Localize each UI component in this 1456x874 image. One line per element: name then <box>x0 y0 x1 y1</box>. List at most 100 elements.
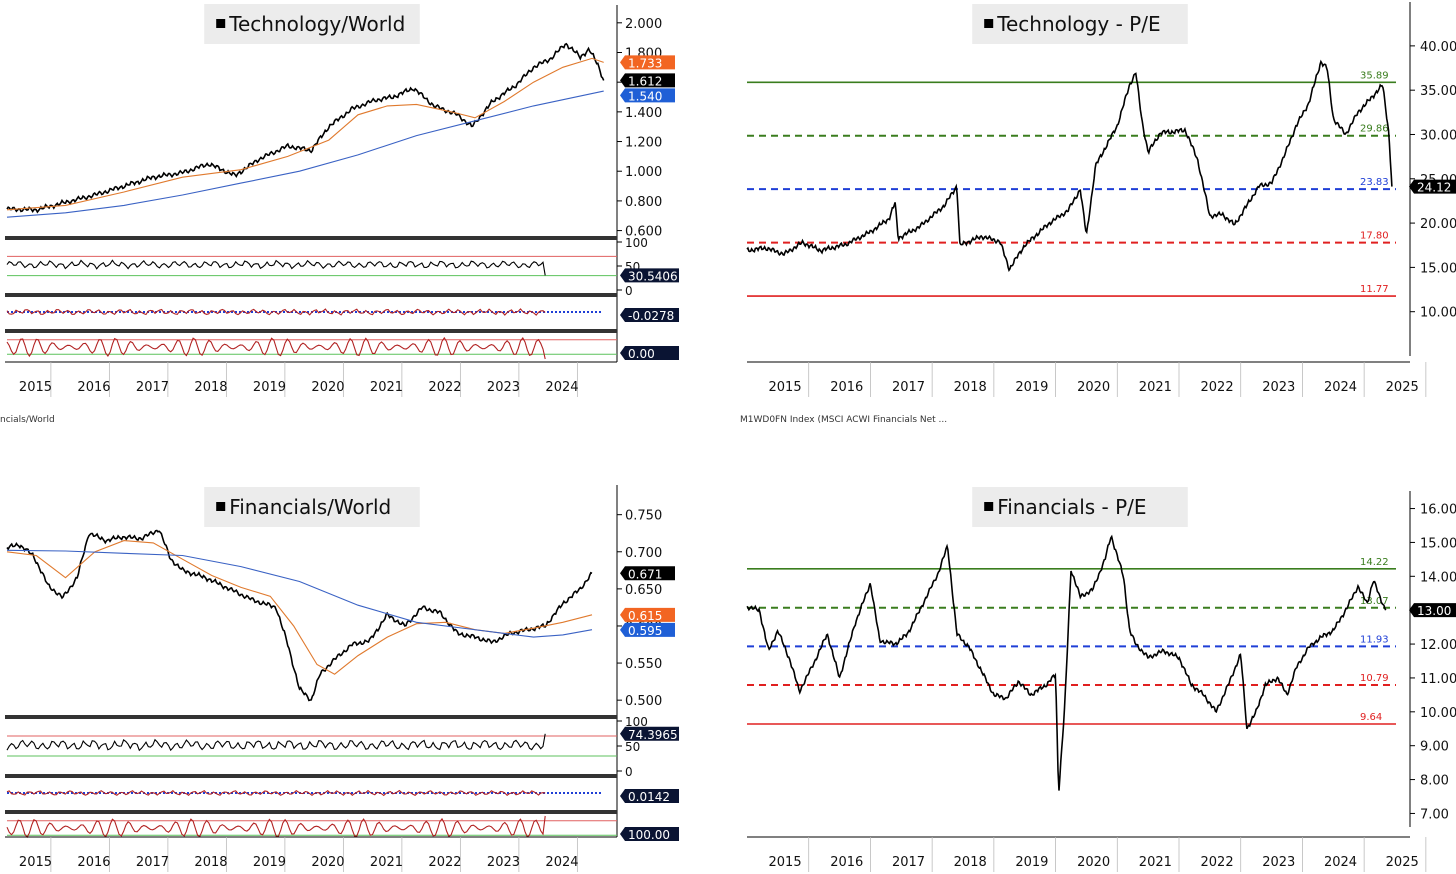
fin_pe-ytick-label: 15.00 <box>1420 536 1456 551</box>
tech_pe-title-marker <box>984 19 994 28</box>
technology-pe-chart: 10.0015.0020.0025.0030.0035.0040.0035.89… <box>746 2 1456 397</box>
tech_world-macd-tag: -0.0278 <box>620 308 679 323</box>
fin_pe-x-label: 2018 <box>954 855 987 870</box>
tech_world-tag-1: 1.612 <box>620 73 675 88</box>
fin_world-x-label: 2017 <box>136 855 169 870</box>
tech_world-x-label: 2019 <box>253 380 286 395</box>
fin_pe-level-label: 13.07 <box>1360 596 1389 607</box>
fin_world-ytick-label: 0.750 <box>625 509 662 524</box>
tech_world-ytick-label: 0.800 <box>625 195 662 210</box>
fin_world-stoch-tag-shape <box>620 827 679 841</box>
fin_pe-ytick-label: 12.00 <box>1420 638 1456 653</box>
tech_pe-level-label: 29.86 <box>1360 124 1389 135</box>
tech_world-stoch-line <box>6 336 546 360</box>
tech_pe-ytick-label: 10.00 <box>1420 306 1456 321</box>
fin_world-macd-tag: 0.0142 <box>620 789 679 804</box>
fin_pe-x-label: 2023 <box>1262 855 1295 870</box>
tech_world-ma_slow-line <box>6 90 604 218</box>
fin_pe-level-label: 11.93 <box>1360 634 1389 645</box>
fin_world-tag-0: 0.671 <box>620 566 675 581</box>
fin_world-tag-1: 0.615 <box>620 607 675 623</box>
fin_pe-x-label: 2022 <box>1201 855 1234 870</box>
tech_pe-level-label: 35.89 <box>1360 70 1389 81</box>
tech_world-x-label: 2015 <box>19 380 52 395</box>
fin_world-tag-2-text: 0.595 <box>628 624 662 638</box>
tech_world-title-box <box>204 4 420 44</box>
fin_world-macd-tag-shape <box>620 789 679 803</box>
fin_pe-level-label: 10.79 <box>1360 673 1389 684</box>
fin_pe-ytick-label: 10.00 <box>1420 706 1456 721</box>
tech_world-tag-0: 1.733 <box>620 55 675 70</box>
tech_world-x-label: 2017 <box>136 380 169 395</box>
tech_world-panel-sep <box>5 329 617 333</box>
tech_pe-title-box <box>972 4 1188 44</box>
tech_world-rsi-tick-label: 0 <box>625 284 633 298</box>
tech_world-tag-0-text: 1.733 <box>628 56 662 70</box>
tech_world-tag-1-shape <box>620 73 675 88</box>
fin_world-macd-line <box>6 789 546 797</box>
tech_world-ytick-label: 1.000 <box>625 165 662 180</box>
tech_world-panel-sep <box>5 236 617 240</box>
tech_world-macd-tag-shape <box>620 308 679 322</box>
fin_world-rsi-tick-label: 50 <box>625 740 640 754</box>
tech_world-ytick-label: 2.000 <box>625 17 662 32</box>
tech_pe-ytick-label: 30.00 <box>1420 128 1456 143</box>
fin_world-tag-0-text: 0.671 <box>628 567 662 581</box>
tech_pe-level-label: 17.80 <box>1360 231 1389 242</box>
fin_world-x-label: 2015 <box>19 855 52 870</box>
tech_pe-ytick-label: 40.00 <box>1420 40 1456 55</box>
fin_pe-x-label: 2025 <box>1386 855 1419 870</box>
financials-world-chart: 0.5000.5500.6000.6500.7000.750Financials… <box>5 485 679 872</box>
fin_pe-x-label: 2019 <box>1015 855 1048 870</box>
tech_world-panel-sep <box>5 293 617 297</box>
caption-msci-financials: M1WD0FN Index (MSCI ACWI Financials Net … <box>740 415 948 425</box>
financials-pe-chart: 7.00 8.00 9.00 10.00 11.00 12.00 13.00 14.00 15.… <box>746 487 1456 872</box>
fin_world-panel-sep <box>5 774 617 778</box>
fin_world-macd-tag-text: 0.0142 <box>628 790 670 804</box>
fin_world-rsi-tag-text: 74.3965 <box>628 728 678 742</box>
fin_world-x-label: 2024 <box>545 855 578 870</box>
tech_pe-x-label: 2015 <box>769 380 802 395</box>
fin_pe-x-label: 2016 <box>830 855 863 870</box>
tech_world-title: Technology/World <box>228 12 405 36</box>
tech_world-x-label: 2022 <box>428 380 461 395</box>
tech_world-rsi-tick-label: 100 <box>625 236 648 250</box>
fin_pe-level-label: 14.22 <box>1360 557 1389 568</box>
caption-financials-world: ncials/World <box>0 415 55 425</box>
fin_pe-x-label: 2021 <box>1139 855 1172 870</box>
tech_pe-x-label: 2016 <box>830 380 863 395</box>
fin_pe-last-tag-shape <box>1409 603 1456 618</box>
tech_world-x-label: 2023 <box>487 380 520 395</box>
tech_world-ytick-label: 1.200 <box>625 136 662 151</box>
fin_pe-last-tag: 13.00 <box>1409 603 1456 618</box>
fin_pe-ytick-label: 11.00 <box>1420 672 1456 687</box>
fin_world-stoch-tag: 100.00 <box>620 827 679 842</box>
fin_pe-ytick-label: 16.00 <box>1420 503 1456 518</box>
fin_world-price-line <box>6 529 593 702</box>
tech_pe-last-tag-shape <box>1409 179 1456 194</box>
tech_world-stoch-tag-shape <box>620 346 679 360</box>
fin_world-x-label: 2020 <box>311 855 344 870</box>
fin_world-ytick-label: 0.550 <box>625 657 662 672</box>
tech_world-x-label: 2021 <box>370 380 403 395</box>
tech_world-tag-1-text: 1.612 <box>628 74 662 88</box>
tech_pe-level-label: 23.83 <box>1360 177 1389 188</box>
tech_world-rsi-tag: 30.5406 <box>620 268 679 283</box>
tech_pe-level-label: 11.77 <box>1360 284 1389 295</box>
tech_pe-x-label: 2023 <box>1262 380 1295 395</box>
tech_world-x-label: 2020 <box>311 380 344 395</box>
fin_world-title-marker <box>216 502 226 511</box>
tech_pe-x-label: 2020 <box>1077 380 1110 395</box>
tech_pe-ytick-label: 20.00 <box>1420 217 1456 232</box>
fin_world-tag-1-text: 0.615 <box>628 609 662 623</box>
tech_pe-x-label: 2017 <box>892 380 925 395</box>
tech_world-tag-2-shape <box>620 88 675 103</box>
fin_world-x-label: 2018 <box>194 855 227 870</box>
fin_world-title-box <box>204 487 420 527</box>
tech_world-rsi-tag-shape <box>620 268 679 283</box>
fin_pe-ytick-label: 7.00 <box>1420 807 1449 822</box>
fin_world-rsi-tag: 74.3965 <box>620 726 679 742</box>
fin_world-x-label: 2019 <box>253 855 286 870</box>
fin_pe-ytick-label: 9.00 <box>1420 740 1449 755</box>
tech_pe-x-label: 2022 <box>1201 380 1234 395</box>
